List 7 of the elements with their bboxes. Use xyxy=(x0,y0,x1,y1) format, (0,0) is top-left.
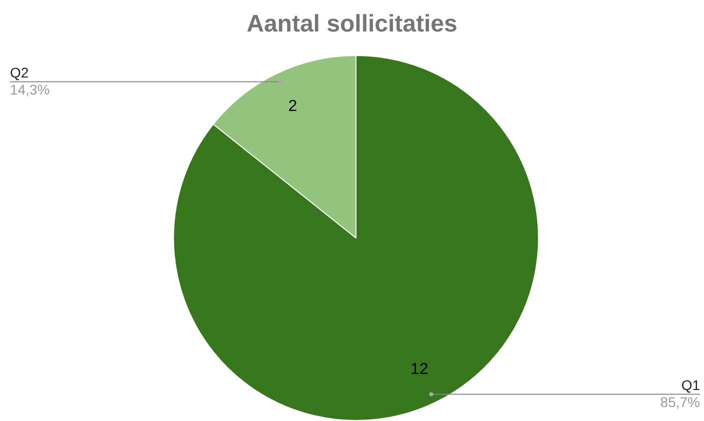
text: 14,3% xyxy=(10,82,50,98)
slice-label: Q2 xyxy=(10,64,29,81)
slice-label: Q1 xyxy=(681,377,700,394)
data-label: 12 xyxy=(410,360,428,378)
chart-title: Aantal sollicitaties xyxy=(246,10,458,38)
data-label: 2 xyxy=(288,98,298,115)
text: 85,7% xyxy=(660,394,700,410)
